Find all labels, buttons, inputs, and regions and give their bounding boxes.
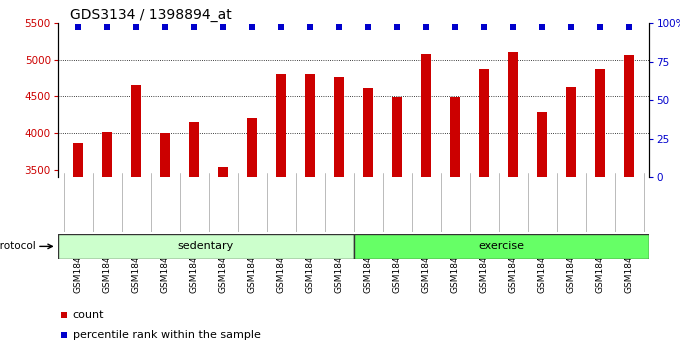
Point	[160, 24, 171, 30]
Bar	[479, 69, 489, 354]
Point	[218, 24, 228, 30]
Bar	[392, 97, 402, 354]
Point	[595, 24, 606, 30]
Point	[624, 24, 634, 30]
Point	[334, 24, 345, 30]
Point	[362, 24, 373, 30]
Point	[421, 24, 432, 30]
Bar	[58, 234, 354, 259]
Bar	[508, 52, 518, 354]
Bar	[73, 143, 83, 354]
Bar	[305, 74, 315, 354]
Point	[508, 24, 519, 30]
Text: sedentary: sedentary	[177, 241, 234, 251]
Point	[449, 24, 460, 30]
Point	[537, 24, 547, 30]
Point	[58, 333, 69, 338]
Bar	[354, 234, 649, 259]
Bar	[247, 118, 257, 354]
Bar	[102, 132, 112, 354]
Bar	[160, 133, 170, 354]
Point	[305, 24, 316, 30]
Bar	[421, 54, 431, 354]
Bar	[363, 88, 373, 354]
Bar	[131, 85, 141, 354]
Bar	[450, 97, 460, 354]
Bar	[218, 167, 228, 354]
Point	[566, 24, 577, 30]
Text: exercise: exercise	[479, 241, 524, 251]
Bar	[276, 74, 286, 354]
Text: protocol: protocol	[0, 241, 36, 251]
Bar	[624, 55, 634, 354]
Point	[73, 24, 84, 30]
Bar	[537, 112, 547, 354]
Point	[131, 24, 141, 30]
Text: count: count	[73, 310, 104, 320]
Bar	[566, 87, 576, 354]
Point	[392, 24, 403, 30]
Bar	[595, 69, 605, 354]
Text: percentile rank within the sample: percentile rank within the sample	[73, 330, 260, 341]
Point	[247, 24, 258, 30]
Bar	[334, 77, 344, 354]
Point	[188, 24, 199, 30]
Point	[275, 24, 286, 30]
Point	[102, 24, 113, 30]
Point	[58, 312, 69, 318]
Bar	[189, 122, 199, 354]
Text: GDS3134 / 1398894_at: GDS3134 / 1398894_at	[69, 8, 231, 22]
Point	[479, 24, 490, 30]
